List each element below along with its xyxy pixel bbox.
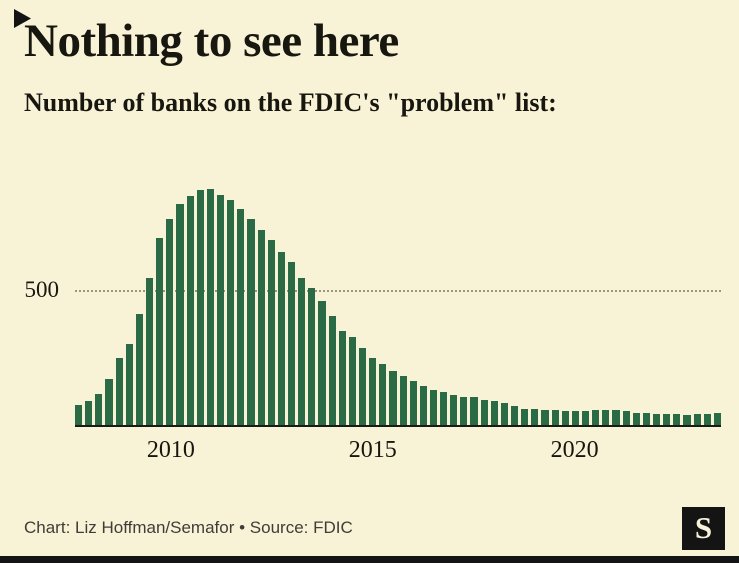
bar [622,411,630,425]
semafor-logo-glyph: S [694,509,713,545]
bar [85,401,93,425]
bar [257,230,265,425]
chart-footer: Chart: Liz Hoffman/Semafor • Source: FDI… [24,505,725,551]
bar [237,208,245,425]
bar [571,410,580,425]
bar [693,413,701,425]
bar [490,400,498,425]
bar [176,204,184,425]
bar [551,410,559,425]
bar [663,414,671,425]
bar [379,364,387,425]
bar [642,413,651,425]
bar [521,409,529,425]
bar [713,413,721,425]
bar [531,409,539,425]
bar [369,357,377,425]
bar [125,343,133,425]
bar [561,411,569,425]
bar [500,403,509,425]
bar [582,411,590,425]
y-axis-tick-label: 500 [24,276,60,302]
bar [612,410,620,425]
bottom-accent-bar [0,556,739,563]
credit-source-text: Chart: Liz Hoffman/Semafor • Source: FDI… [24,518,353,537]
bar [298,277,306,425]
bar [186,195,194,425]
bar [156,238,164,425]
bar [358,347,367,425]
bar [338,330,346,425]
bar [460,397,468,425]
bar [592,410,600,425]
bar [541,410,549,425]
bar [480,399,488,425]
bar [308,287,316,425]
bar [206,188,214,425]
semafor-logo: S [682,506,725,550]
x-tick-label: 2020 [550,437,599,463]
x-tick-label: 2010 [146,437,195,463]
chart-subtitle: Number of banks on the FDIC's "problem" … [24,88,557,117]
bar [450,395,458,425]
bar [348,337,356,425]
bar [196,189,204,425]
bar [166,218,174,425]
bar [227,200,235,425]
bar [145,278,154,425]
bar-chart-plot-area: 500 2010 2015 2020 [25,180,721,463]
bars [75,180,721,425]
x-tick-label: 2015 [348,437,397,463]
bar [75,404,83,425]
chart-title: Nothing to see here [24,15,399,67]
bar [267,240,275,425]
bar [602,410,610,425]
bar [409,381,417,425]
gridline-500: 500 [25,277,721,302]
bar [277,251,285,425]
bar [216,194,225,425]
bar [287,262,296,425]
bar [399,376,407,425]
bar [653,414,661,425]
bar [673,413,681,425]
bar [95,393,103,425]
bar [328,315,336,425]
x-axis-ticks: 2010 2015 2020 [75,425,721,469]
bar [318,300,326,425]
bar [105,379,113,425]
bar [683,414,691,425]
bar [511,406,519,425]
bar [632,412,640,425]
x-axis-line [75,425,721,427]
bar [703,413,711,425]
bar [440,392,448,425]
bar [389,370,397,425]
bar [419,385,427,425]
bar [470,397,478,425]
bar [115,357,123,425]
bar [247,219,255,425]
bar [429,389,438,425]
bar [135,314,143,425]
